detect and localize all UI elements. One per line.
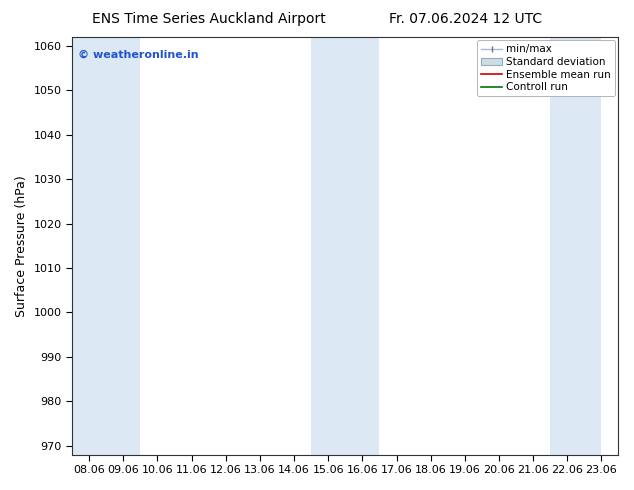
Bar — [72, 37, 140, 455]
Text: © weatheronline.in: © weatheronline.in — [77, 49, 198, 60]
Text: ENS Time Series Auckland Airport: ENS Time Series Auckland Airport — [93, 12, 326, 26]
Bar — [550, 37, 602, 455]
Text: Fr. 07.06.2024 12 UTC: Fr. 07.06.2024 12 UTC — [389, 12, 543, 26]
Y-axis label: Surface Pressure (hPa): Surface Pressure (hPa) — [15, 175, 28, 317]
Legend: min/max, Standard deviation, Ensemble mean run, Controll run: min/max, Standard deviation, Ensemble me… — [477, 40, 616, 97]
Bar — [311, 37, 379, 455]
